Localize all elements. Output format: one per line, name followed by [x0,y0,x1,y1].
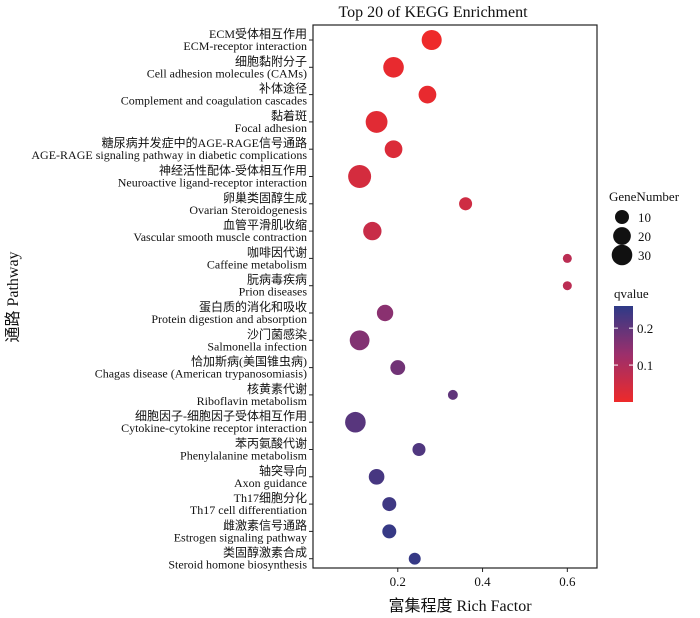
size-legend-label: 10 [638,210,651,225]
y-tick-label-en: Riboflavin metabolism [197,394,308,408]
y-tick-label-cn: 细胞黏附分子 [235,54,307,68]
x-tick-label: 0.2 [390,574,406,589]
y-tick-label-cn: 卵巢类固醇生成 [223,190,307,205]
y-tick-label-cn: ECM受体相互作用 [209,27,307,41]
y-tick-label-cn: 类固醇激素合成 [223,545,307,560]
x-tick-label: 0.6 [559,574,576,589]
size-legend-dot [611,244,633,266]
y-tick-label-en: AGE-RAGE signaling pathway in diabetic c… [31,148,307,162]
color-legend-title: qvalue [614,286,649,301]
y-tick-label-en: Complement and coagulation cascades [121,94,308,108]
y-tick-label-en: Focal adhesion [235,121,307,135]
y-tick-label-en: Phenylalanine metabolism [180,449,308,463]
y-tick-label-en: Caffeine metabolism [207,257,308,271]
y-tick-label-en: Neuroactive ligand-receptor interaction [118,176,307,190]
y-tick-label-cn: 血管平滑肌收缩 [223,217,307,232]
chart-title: Top 20 of KEGG Enrichment [338,4,528,21]
data-point [408,552,421,565]
data-point [562,281,572,291]
y-tick-label-en: Estrogen signaling pathway [174,530,307,544]
y-tick-label-en: Cell adhesion molecules (CAMs) [147,66,307,80]
data-point [365,110,388,133]
data-point [459,197,473,211]
y-tick-label-en: Protein digestion and absorption [151,312,307,326]
size-legend-label: 20 [638,229,651,244]
data-point [447,389,458,400]
data-point [421,29,442,51]
color-legend-label: 0.2 [637,321,653,336]
size-legend-dot [613,227,631,245]
data-point [363,221,382,241]
x-axis-label: 富集程度 Rich Factor [388,597,532,615]
y-tick-label-en: Axon guidance [234,476,307,490]
data-point [562,253,572,263]
points-layer [345,29,572,565]
y-axis-label: 通路 Pathway [4,251,22,342]
y-tick-label-cn: 恰加斯病(美国锥虫病) [191,354,307,369]
data-point [412,442,426,457]
data-point [376,304,394,322]
qvalue-colorbar [614,306,633,402]
y-tick-label-cn: Th17细胞分化 [234,491,307,505]
y-tick-label-cn: 苯丙氨酸代谢 [235,436,307,451]
data-point [368,468,385,485]
y-tick-label-cn: 蛋白质的消化和吸收 [199,299,307,314]
y-tick-label-en: Chagas disease (American trypanosomiasis… [95,367,307,381]
y-tick-label-en: Salmonella infection [207,339,307,353]
plot-panel [312,24,598,569]
y-tick-label-cn: 雌激素信号通路 [223,517,307,532]
y-tick-label-en: Cytokine-cytokine receptor interaction [121,421,307,435]
y-tick-label-cn: 轴突导向 [259,463,307,478]
size-legend-title: GeneNumber [609,189,680,204]
data-point [348,165,372,188]
data-point [418,85,437,104]
x-axis: 0.2 0.4 0.6 [390,568,576,589]
size-legend: GeneNumber 10 20 30 [609,189,680,266]
y-tick-label-cn: 神经活性配体-受体相互作用 [159,164,307,178]
x-tick-label: 0.4 [474,574,491,589]
y-tick-label-cn: 咖啡因代谢 [247,244,307,259]
y-tick-label-cn: 补体途径 [259,81,307,96]
y-tick-label-cn: 核黄素代谢 [247,381,307,396]
y-tick-label-en: ECM-receptor interaction [183,39,307,53]
y-tick-label-en: Th17 cell differentiation [190,503,307,517]
data-point [390,360,406,376]
size-legend-label: 30 [638,248,651,263]
data-point [383,57,404,78]
data-point [382,524,397,539]
color-legend-label: 0.1 [637,358,653,373]
y-tick-label-cn: 朊病毒疾病 [247,272,307,287]
y-tick-label-cn: 糖尿病并发症中的AGE-RAGE信号通路 [102,135,307,150]
y-tick-label-cn: 黏着斑 [271,108,307,123]
data-point [349,330,370,351]
data-point [382,497,397,512]
data-point [384,140,403,159]
y-tick-label-cn: 细胞因子-细胞因子受体相互作用 [135,409,307,423]
color-legend: qvalue 0.2 0.1 [614,286,653,402]
y-tick-label-en: Ovarian Steroidogenesis [189,203,307,217]
size-legend-dot [615,210,629,224]
y-tick-label-cn: 沙门菌感染 [247,326,307,341]
y-tick-label-en: Steroid homone biosynthesis [168,558,307,572]
y-tick-label-en: Prion diseases [239,285,308,299]
data-point [345,411,366,433]
y-tick-label-en: Vascular smooth muscle contraction [133,230,307,244]
